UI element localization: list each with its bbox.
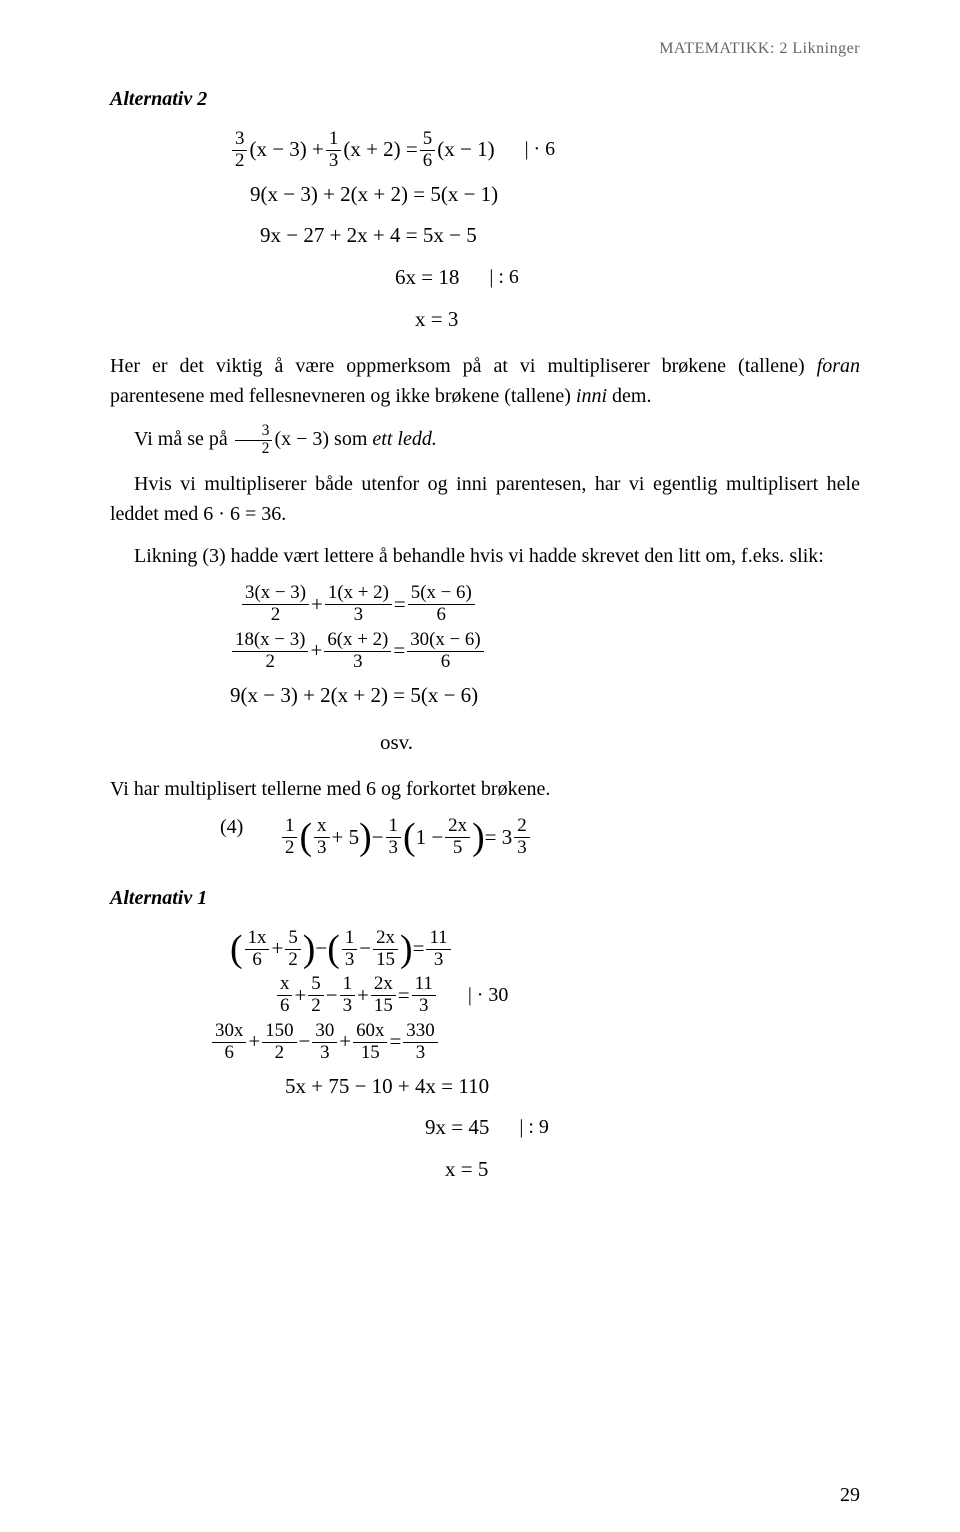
alt2-line3: 9x − 27 + 2x + 4 = 5x − 5: [260, 217, 860, 255]
alt1-line6: x = 5: [445, 1151, 860, 1189]
alternativ-1-title: Alternativ 1: [110, 887, 860, 910]
alternativ-2-title: Alternativ 2: [110, 88, 860, 111]
slik-line3: 9(x − 3) + 2(x + 2) = 5(x − 6): [230, 677, 860, 715]
slik-line2: 18(x − 3)2 + 6(x + 2)3 = 30(x − 6)6: [230, 630, 860, 673]
alt1-line3: 30x6 + 1502 − 303 + 60x15 = 3303: [210, 1021, 860, 1064]
para5: Vi har multiplisert tellerne med 6 og fo…: [110, 774, 860, 804]
alt2-line1: 32 (x − 3) + 13 (x + 2) = 56 (x − 1) | ·…: [230, 129, 860, 172]
alt1-line2: x6 + 52 − 13 + 2x15 = 113 | · 30: [275, 974, 860, 1017]
alt1-line5: 9x = 45 | : 9: [425, 1109, 860, 1147]
alt2-eq-block: 32 (x − 3) + 13 (x + 2) = 56 (x − 1) | ·…: [230, 129, 860, 339]
page-header: MATEMATIKK: 2 Likninger: [110, 40, 860, 58]
para2: Vi må se på 32(x − 3) som ett ledd.: [110, 423, 860, 458]
osv: osv.: [380, 724, 860, 762]
slik-block: 3(x − 3)2 + 1(x + 2)3 = 5(x − 6)6 18(x −…: [230, 583, 860, 762]
para3: Hvis vi multipliserer både utenfor og in…: [110, 469, 860, 529]
alt2-line2: 9(x − 3) + 2(x + 2) = 5(x − 1): [250, 176, 860, 214]
eq4-block: (4) 12 ( x3 + 5 ) − 13 ( 1 − 2x5 ) = 3 2…: [110, 816, 860, 859]
slik-line1: 3(x − 3)2 + 1(x + 2)3 = 5(x − 6)6: [240, 583, 860, 626]
page-number: 29: [840, 1484, 860, 1507]
alt2-line4: 6x = 18 | : 6: [395, 259, 860, 297]
alt1-line4: 5x + 75 − 10 + 4x = 110: [285, 1068, 860, 1106]
para1: Her er det viktig å være oppmerksom på a…: [110, 351, 860, 411]
alt1-eq-block: ( 1x6 + 52 ) − ( 13 − 2x15 ) = 113 x6 + …: [230, 928, 860, 1189]
alt2-line5: x = 3: [415, 301, 860, 339]
para4: Likning (3) hadde vært lettere å behandl…: [110, 541, 860, 571]
eq4-label: (4): [220, 816, 243, 839]
eq4-line: 12 ( x3 + 5 ) − 13 ( 1 − 2x5 ) = 3 23: [280, 816, 860, 859]
alt1-line1: ( 1x6 + 52 ) − ( 13 − 2x15 ) = 113: [230, 928, 860, 971]
